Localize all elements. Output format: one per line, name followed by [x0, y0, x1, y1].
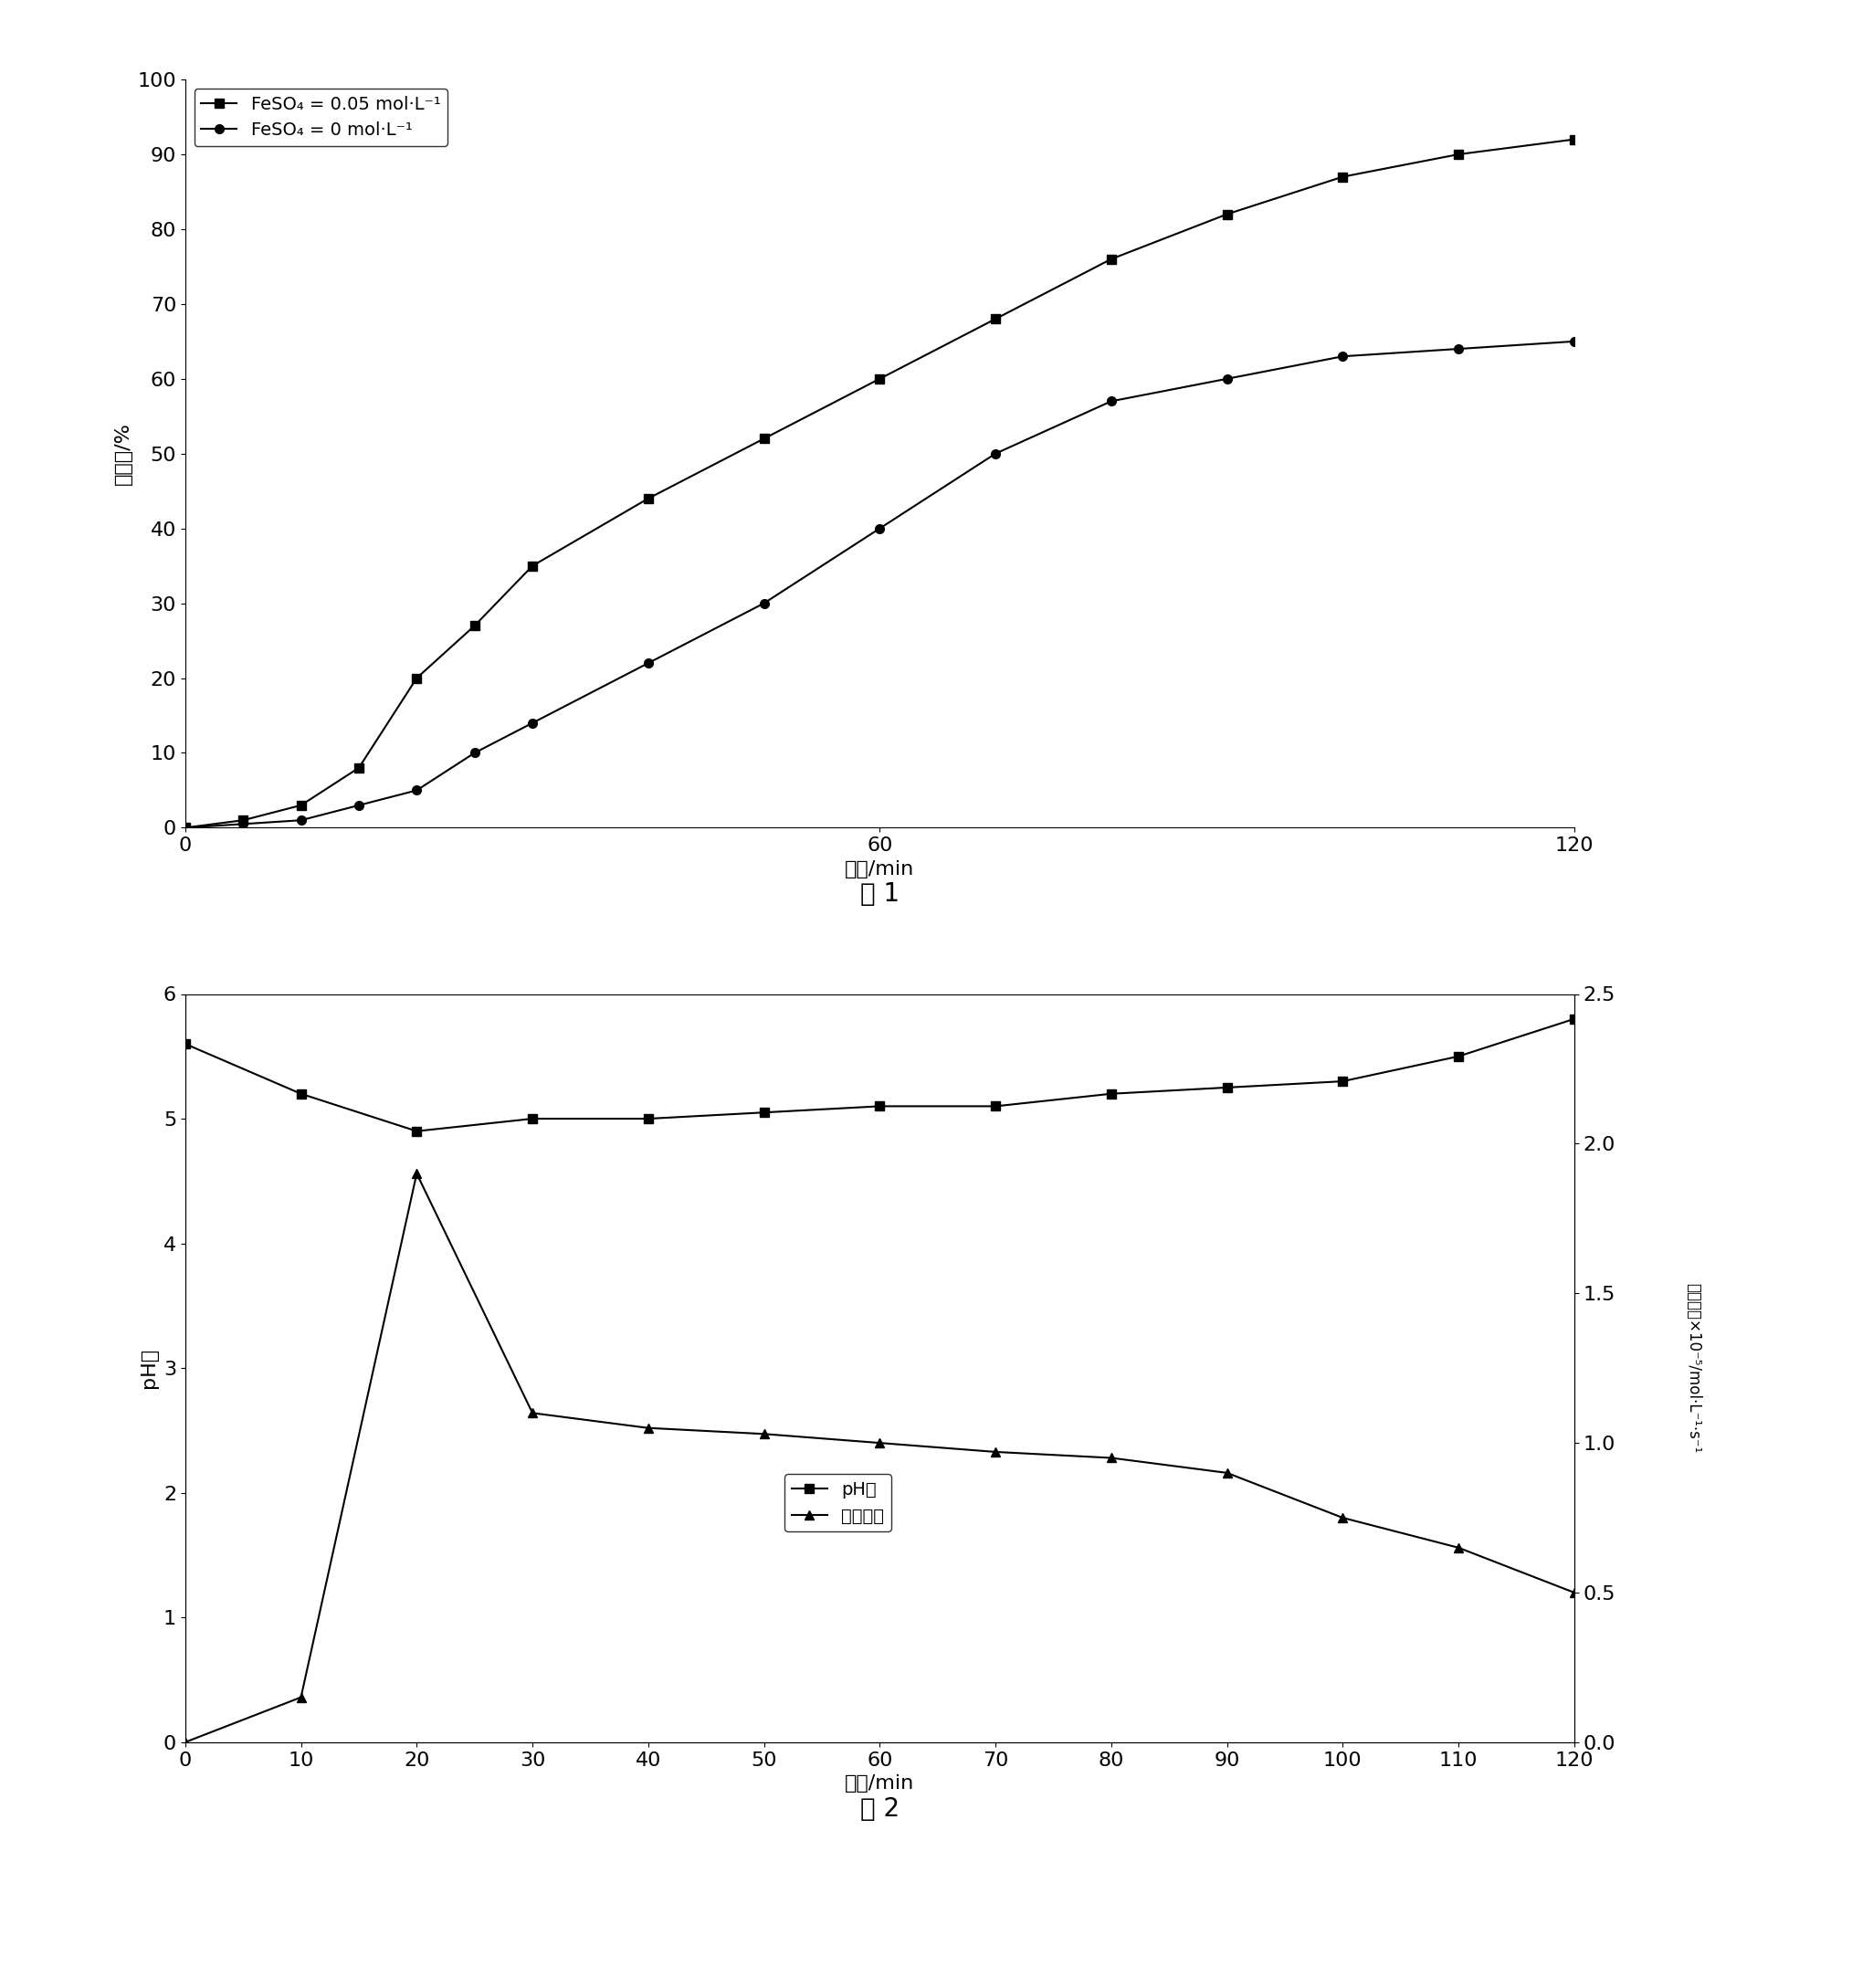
氧化速率	[1100, 1445, 1122, 1469]
FeSO₄ = 0 mol·L⁻¹	[1332, 344, 1354, 368]
pH値	[522, 1107, 544, 1131]
FeSO₄ = 0 mol·L⁻¹	[174, 815, 196, 839]
FeSO₄ = 0.05 mol·L⁻¹	[1215, 203, 1237, 227]
Legend: pH値, 氧化速率: pH値, 氧化速率	[785, 1473, 891, 1531]
FeSO₄ = 0 mol·L⁻¹	[869, 517, 891, 541]
X-axis label: 时间/min: 时间/min	[845, 1775, 915, 1793]
Text: 图 1: 图 1	[859, 881, 900, 907]
FeSO₄ = 0.05 mol·L⁻¹	[869, 368, 891, 392]
FeSO₄ = 0 mol·L⁻¹	[1215, 368, 1237, 392]
FeSO₄ = 0 mol·L⁻¹	[637, 652, 659, 676]
氧化速率	[752, 1421, 774, 1445]
FeSO₄ = 0.05 mol·L⁻¹	[1100, 247, 1122, 270]
Line: pH値: pH値	[181, 1014, 1578, 1135]
Legend: FeSO₄ = 0.05 mol·L⁻¹, FeSO₄ = 0 mol·L⁻¹: FeSO₄ = 0.05 mol·L⁻¹, FeSO₄ = 0 mol·L⁻¹	[194, 87, 448, 147]
FeSO₄ = 0.05 mol·L⁻¹	[232, 809, 254, 833]
pH値	[985, 1093, 1007, 1117]
FeSO₄ = 0 mol·L⁻¹	[1448, 336, 1470, 360]
FeSO₄ = 0 mol·L⁻¹	[463, 742, 485, 765]
氧化速率	[1215, 1461, 1237, 1485]
Text: 图 2: 图 2	[859, 1795, 900, 1821]
pH値	[1215, 1076, 1237, 1099]
氧化速率	[522, 1402, 544, 1425]
FeSO₄ = 0.05 mol·L⁻¹	[637, 487, 659, 511]
FeSO₄ = 0.05 mol·L⁻¹	[348, 755, 370, 779]
FeSO₄ = 0.05 mol·L⁻¹	[752, 427, 774, 451]
pH値	[1332, 1070, 1354, 1093]
氧化速率	[1563, 1580, 1585, 1604]
pH値	[406, 1119, 428, 1143]
FeSO₄ = 0.05 mol·L⁻¹	[463, 614, 485, 638]
FeSO₄ = 0.05 mol·L⁻¹	[406, 666, 428, 690]
FeSO₄ = 0 mol·L⁻¹	[1100, 390, 1122, 414]
pH値	[174, 1032, 196, 1056]
氧化速率	[1332, 1505, 1354, 1529]
pH値	[1448, 1044, 1470, 1068]
Line: FeSO₄ = 0.05 mol·L⁻¹: FeSO₄ = 0.05 mol·L⁻¹	[181, 135, 1578, 833]
pH値	[1563, 1008, 1585, 1032]
氧化速率	[289, 1686, 311, 1710]
FeSO₄ = 0 mol·L⁻¹	[289, 809, 311, 833]
FeSO₄ = 0.05 mol·L⁻¹	[1448, 143, 1470, 167]
pH値	[289, 1081, 311, 1105]
FeSO₄ = 0 mol·L⁻¹	[1563, 330, 1585, 354]
FeSO₄ = 0 mol·L⁻¹	[522, 712, 544, 736]
氧化速率	[985, 1439, 1007, 1463]
氧化速率	[637, 1415, 659, 1439]
Y-axis label: pH値: pH値	[141, 1348, 157, 1388]
pH値	[752, 1101, 774, 1125]
Y-axis label: 氧化速率×10⁻⁵/mol·L⁻¹·s⁻¹: 氧化速率×10⁻⁵/mol·L⁻¹·s⁻¹	[1685, 1282, 1702, 1453]
Line: 氧化速率: 氧化速率	[181, 1169, 1578, 1747]
FeSO₄ = 0 mol·L⁻¹	[348, 793, 370, 817]
FeSO₄ = 0 mol·L⁻¹	[752, 590, 774, 614]
FeSO₄ = 0.05 mol·L⁻¹	[985, 306, 1007, 330]
FeSO₄ = 0 mol·L⁻¹	[406, 779, 428, 803]
FeSO₄ = 0.05 mol·L⁻¹	[174, 815, 196, 839]
pH値	[1100, 1081, 1122, 1105]
FeSO₄ = 0 mol·L⁻¹	[232, 811, 254, 835]
Y-axis label: 氧化率/%: 氧化率/%	[115, 421, 131, 485]
X-axis label: 时间/min: 时间/min	[845, 861, 915, 879]
FeSO₄ = 0.05 mol·L⁻¹	[522, 555, 544, 579]
FeSO₄ = 0 mol·L⁻¹	[985, 441, 1007, 465]
氧化速率	[1448, 1537, 1470, 1561]
FeSO₄ = 0.05 mol·L⁻¹	[1332, 165, 1354, 189]
氧化速率	[174, 1730, 196, 1753]
pH値	[869, 1093, 891, 1117]
氧化速率	[869, 1431, 891, 1455]
FeSO₄ = 0.05 mol·L⁻¹	[289, 793, 311, 817]
Line: FeSO₄ = 0 mol·L⁻¹: FeSO₄ = 0 mol·L⁻¹	[181, 336, 1578, 833]
氧化速率	[406, 1161, 428, 1185]
FeSO₄ = 0.05 mol·L⁻¹	[1563, 127, 1585, 151]
pH値	[637, 1107, 659, 1131]
